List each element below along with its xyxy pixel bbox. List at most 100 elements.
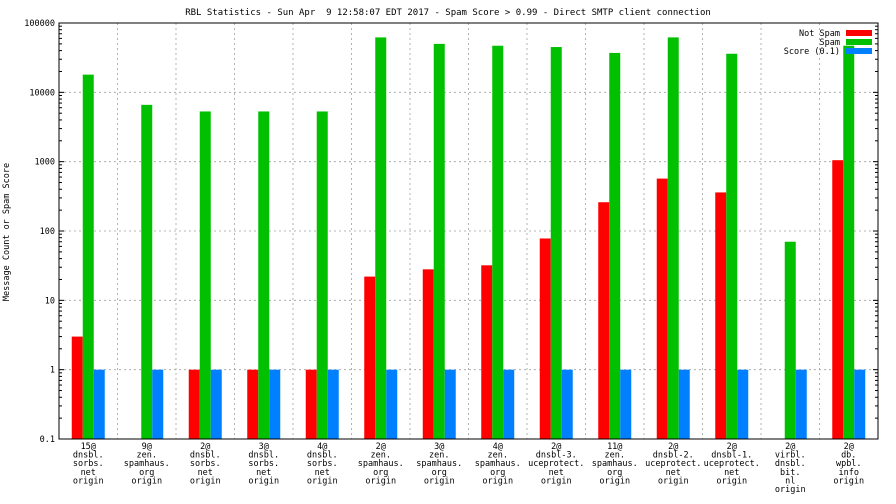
- x-tick-label-line: wpbl.: [836, 459, 862, 469]
- x-tick-label-line: origin: [131, 476, 162, 486]
- bar-score-0-1: [210, 369, 222, 439]
- x-tick-label-line: dnsbl.: [775, 459, 806, 469]
- x-tick-label-line: info: [839, 468, 859, 478]
- bar-score-0-1: [93, 369, 105, 439]
- x-tick-label-line: net: [315, 468, 330, 478]
- x-tick-label: 15@ dnsbl. sorbs. net origin: [73, 442, 104, 486]
- x-tick-label-line: virbl.: [775, 451, 806, 461]
- plot-frame: [58, 22, 879, 440]
- x-tick-label-line: db.: [841, 451, 856, 461]
- bar-spam: [375, 37, 387, 440]
- x-tick-label-line: uceprotect.: [528, 459, 584, 469]
- y-tick-label: 100000: [24, 19, 55, 29]
- y-tick-label: 100: [40, 227, 55, 237]
- bar-spam: [316, 111, 328, 440]
- x-tick-label-line: spamhaus.: [416, 459, 462, 469]
- x-tick-label-line: origin: [775, 485, 806, 495]
- bar-spam: [667, 37, 679, 440]
- bar-not-spam: [715, 192, 727, 439]
- bar-not-spam: [422, 269, 434, 439]
- x-tick-label: 2@ dnsbl-3. uceprotect. net origin: [528, 442, 584, 486]
- y-axis-label: Message Count or Spam Score: [2, 163, 12, 301]
- bar-not-spam: [247, 369, 259, 439]
- x-tick-label-line: zen.: [429, 451, 449, 461]
- x-tick-label: 2@ virbl. dnsbl. bit. nl origin: [775, 442, 806, 495]
- x-tick-label-line: zen.: [488, 451, 508, 461]
- bar-score-0-1: [444, 369, 456, 439]
- x-tick-label-line: org: [490, 468, 505, 478]
- legend-swatch: [846, 30, 872, 36]
- x-tick-label-line: spamhaus.: [358, 459, 404, 469]
- x-tick-label: 11@ zen. spamhaus. org origin: [592, 442, 638, 486]
- x-tick-label: 2@ dnsbl-2. uceprotect. net origin: [645, 442, 701, 486]
- bar-score-0-1: [269, 369, 281, 439]
- x-tick-label: 2@ dnsbl. sorbs. net origin: [190, 442, 221, 486]
- x-tick-label-line: 4@: [317, 442, 327, 452]
- y-tick-label: 1000: [35, 158, 55, 168]
- x-tick-label-line: 2@: [551, 442, 561, 452]
- x-tick-label-line: uceprotect.: [645, 459, 701, 469]
- x-tick-label-line: dnsbl-3.: [536, 451, 577, 461]
- x-tick-label-line: 11@: [607, 442, 622, 452]
- x-tick-label-line: spamhaus.: [124, 459, 170, 469]
- bar-spam: [550, 47, 562, 439]
- bar-not-spam: [656, 178, 668, 439]
- x-tick-label: 4@ zen. spamhaus. org origin: [475, 442, 521, 486]
- x-tick-label-line: nl: [785, 476, 795, 486]
- x-tick-label-line: net: [666, 468, 681, 478]
- x-tick-label-line: org: [139, 468, 154, 478]
- bar-not-spam: [598, 202, 610, 439]
- bar-spam: [258, 111, 270, 440]
- x-tick-label-line: sorbs.: [73, 459, 104, 469]
- legend-swatch: [846, 48, 872, 54]
- x-tick-label-line: org: [432, 468, 447, 478]
- bar-not-spam: [188, 369, 200, 439]
- x-tick-label-line: dnsbl.: [307, 451, 338, 461]
- bar-score-0-1: [795, 369, 807, 439]
- x-tick-label: 2@ zen. spamhaus. org origin: [358, 442, 404, 486]
- x-tick-label-line: 2@: [668, 442, 678, 452]
- y-tick-label: 0.1: [40, 435, 55, 445]
- x-tick-label-line: org: [373, 468, 388, 478]
- x-tick-label-line: dnsbl-1.: [711, 451, 752, 461]
- bar-score-0-1: [327, 369, 339, 439]
- x-tick-label-line: zen.: [137, 451, 157, 461]
- bar-spam: [784, 241, 796, 439]
- bar-score-0-1: [503, 369, 515, 439]
- bar-spam: [609, 52, 621, 439]
- legend-label: Not Spam: [799, 29, 840, 39]
- x-tick-label-line: zen.: [605, 451, 625, 461]
- x-tick-label-line: origin: [716, 476, 747, 486]
- chart-title: RBL Statistics - Sun Apr 9 12:58:07 EDT …: [185, 8, 711, 18]
- bar-not-spam: [71, 336, 83, 439]
- x-tick-label-line: dnsbl.: [73, 451, 104, 461]
- y-tick-label: 10: [45, 296, 55, 306]
- x-tick-label-line: origin: [599, 476, 630, 486]
- x-tick-label-line: net: [198, 468, 213, 478]
- x-tick-label: 2@ db. wpbl. info origin: [833, 442, 864, 486]
- x-tick-label-line: origin: [248, 476, 279, 486]
- x-tick-label-line: 3@: [434, 442, 444, 452]
- x-tick-label-line: dnsbl-2.: [653, 451, 694, 461]
- x-tick-label-line: uceprotect.: [704, 459, 760, 469]
- bar-spam: [141, 104, 153, 439]
- x-tick-label-line: sorbs.: [248, 459, 279, 469]
- x-tick-label-line: origin: [833, 476, 864, 486]
- x-tick-label-line: origin: [658, 476, 689, 486]
- x-tick-label-line: origin: [541, 476, 572, 486]
- bar-spam: [492, 45, 504, 439]
- x-tick-label: 3@ dnsbl. sorbs. net origin: [248, 442, 279, 486]
- bar-spam: [726, 53, 738, 439]
- x-tick-label: 2@ dnsbl-1. uceprotect. net origin: [704, 442, 760, 486]
- x-tick-label-line: 3@: [259, 442, 269, 452]
- x-tick-label-line: origin: [190, 476, 221, 486]
- x-tick-label-line: zen.: [371, 451, 391, 461]
- x-tick-label-line: 2@: [727, 442, 737, 452]
- x-tick-label-line: 2@: [376, 442, 386, 452]
- x-tick-label-line: origin: [482, 476, 513, 486]
- bar-not-spam: [539, 238, 551, 439]
- x-tick-label-line: origin: [365, 476, 396, 486]
